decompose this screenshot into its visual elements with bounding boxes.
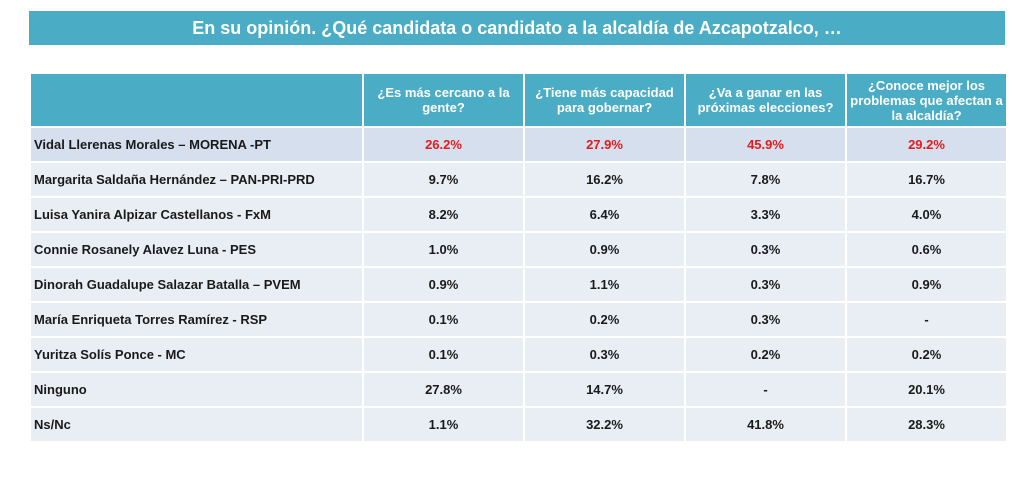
results-table: ¿Es más cercano a la gente? ¿Tiene más c… [29,72,1008,443]
table-row: Vidal Llerenas Morales – MORENA -PT 26.2… [31,128,1006,161]
data-cell: 0.1% [364,338,523,371]
title-bar: En su opinión. ¿Qué candidata o candidat… [29,11,1005,45]
data-cell: 1.1% [525,268,684,301]
data-cell: 0.2% [686,338,845,371]
data-cell: 0.3% [686,233,845,266]
table-row: Yuritza Solís Ponce - MC 0.1% 0.3% 0.2% … [31,338,1006,371]
page-title: En su opinión. ¿Qué candidata o candidat… [192,17,842,38]
data-cell: 3.3% [686,198,845,231]
data-cell: 16.2% [525,163,684,196]
row-label: Vidal Llerenas Morales – MORENA -PT [31,128,362,161]
row-label: Dinorah Guadalupe Salazar Batalla – PVEM [31,268,362,301]
data-cell: 0.6% [847,233,1006,266]
data-cell: 45.9% [686,128,845,161]
column-header: ¿Conoce mejor los problemas que afectan … [847,74,1006,126]
data-cell: 0.3% [686,303,845,336]
data-cell: 4.0% [847,198,1006,231]
data-cell: 16.7% [847,163,1006,196]
data-cell: 0.9% [364,268,523,301]
table-row: María Enriqueta Torres Ramírez - RSP 0.1… [31,303,1006,336]
data-cell: 6.4% [525,198,684,231]
header-row: ¿Es más cercano a la gente? ¿Tiene más c… [31,74,1006,126]
data-cell: 26.2% [364,128,523,161]
column-header: ¿Va a ganar en las próximas elecciones? [686,74,845,126]
column-header: ¿Tiene más capacidad para gobernar? [525,74,684,126]
row-label: Ns/Nc [31,408,362,441]
data-cell: 0.2% [525,303,684,336]
row-label: Yuritza Solís Ponce - MC [31,338,362,371]
data-cell: 41.8% [686,408,845,441]
table-row: Connie Rosanely Alavez Luna - PES 1.0% 0… [31,233,1006,266]
data-cell: 32.2% [525,408,684,441]
row-label: Connie Rosanely Alavez Luna - PES [31,233,362,266]
data-cell: 0.2% [847,338,1006,371]
data-cell: 0.3% [525,338,684,371]
data-cell: 0.1% [364,303,523,336]
header-stub [31,74,362,126]
row-label: Margarita Saldaña Hernández – PAN-PRI-PR… [31,163,362,196]
data-cell: 0.9% [847,268,1006,301]
data-cell: 28.3% [847,408,1006,441]
data-cell: 8.2% [364,198,523,231]
data-cell: 1.1% [364,408,523,441]
data-cell: - [686,373,845,406]
data-cell: 1.0% [364,233,523,266]
table-row: Luisa Yanira Alpizar Castellanos - FxM 8… [31,198,1006,231]
row-label: Ninguno [31,373,362,406]
column-header: ¿Es más cercano a la gente? [364,74,523,126]
data-cell: 27.8% [364,373,523,406]
data-cell: 0.9% [525,233,684,266]
table-row: Dinorah Guadalupe Salazar Batalla – PVEM… [31,268,1006,301]
row-label: Luisa Yanira Alpizar Castellanos - FxM [31,198,362,231]
table-row: Ns/Nc 1.1% 32.2% 41.8% 28.3% [31,408,1006,441]
data-cell: 29.2% [847,128,1006,161]
data-cell: - [847,303,1006,336]
data-cell: 20.1% [847,373,1006,406]
data-cell: 0.3% [686,268,845,301]
data-cell: 9.7% [364,163,523,196]
data-cell: 7.8% [686,163,845,196]
table-row: Margarita Saldaña Hernández – PAN-PRI-PR… [31,163,1006,196]
data-cell: 27.9% [525,128,684,161]
data-cell: 14.7% [525,373,684,406]
table-row: Ninguno 27.8% 14.7% - 20.1% [31,373,1006,406]
row-label: María Enriqueta Torres Ramírez - RSP [31,303,362,336]
